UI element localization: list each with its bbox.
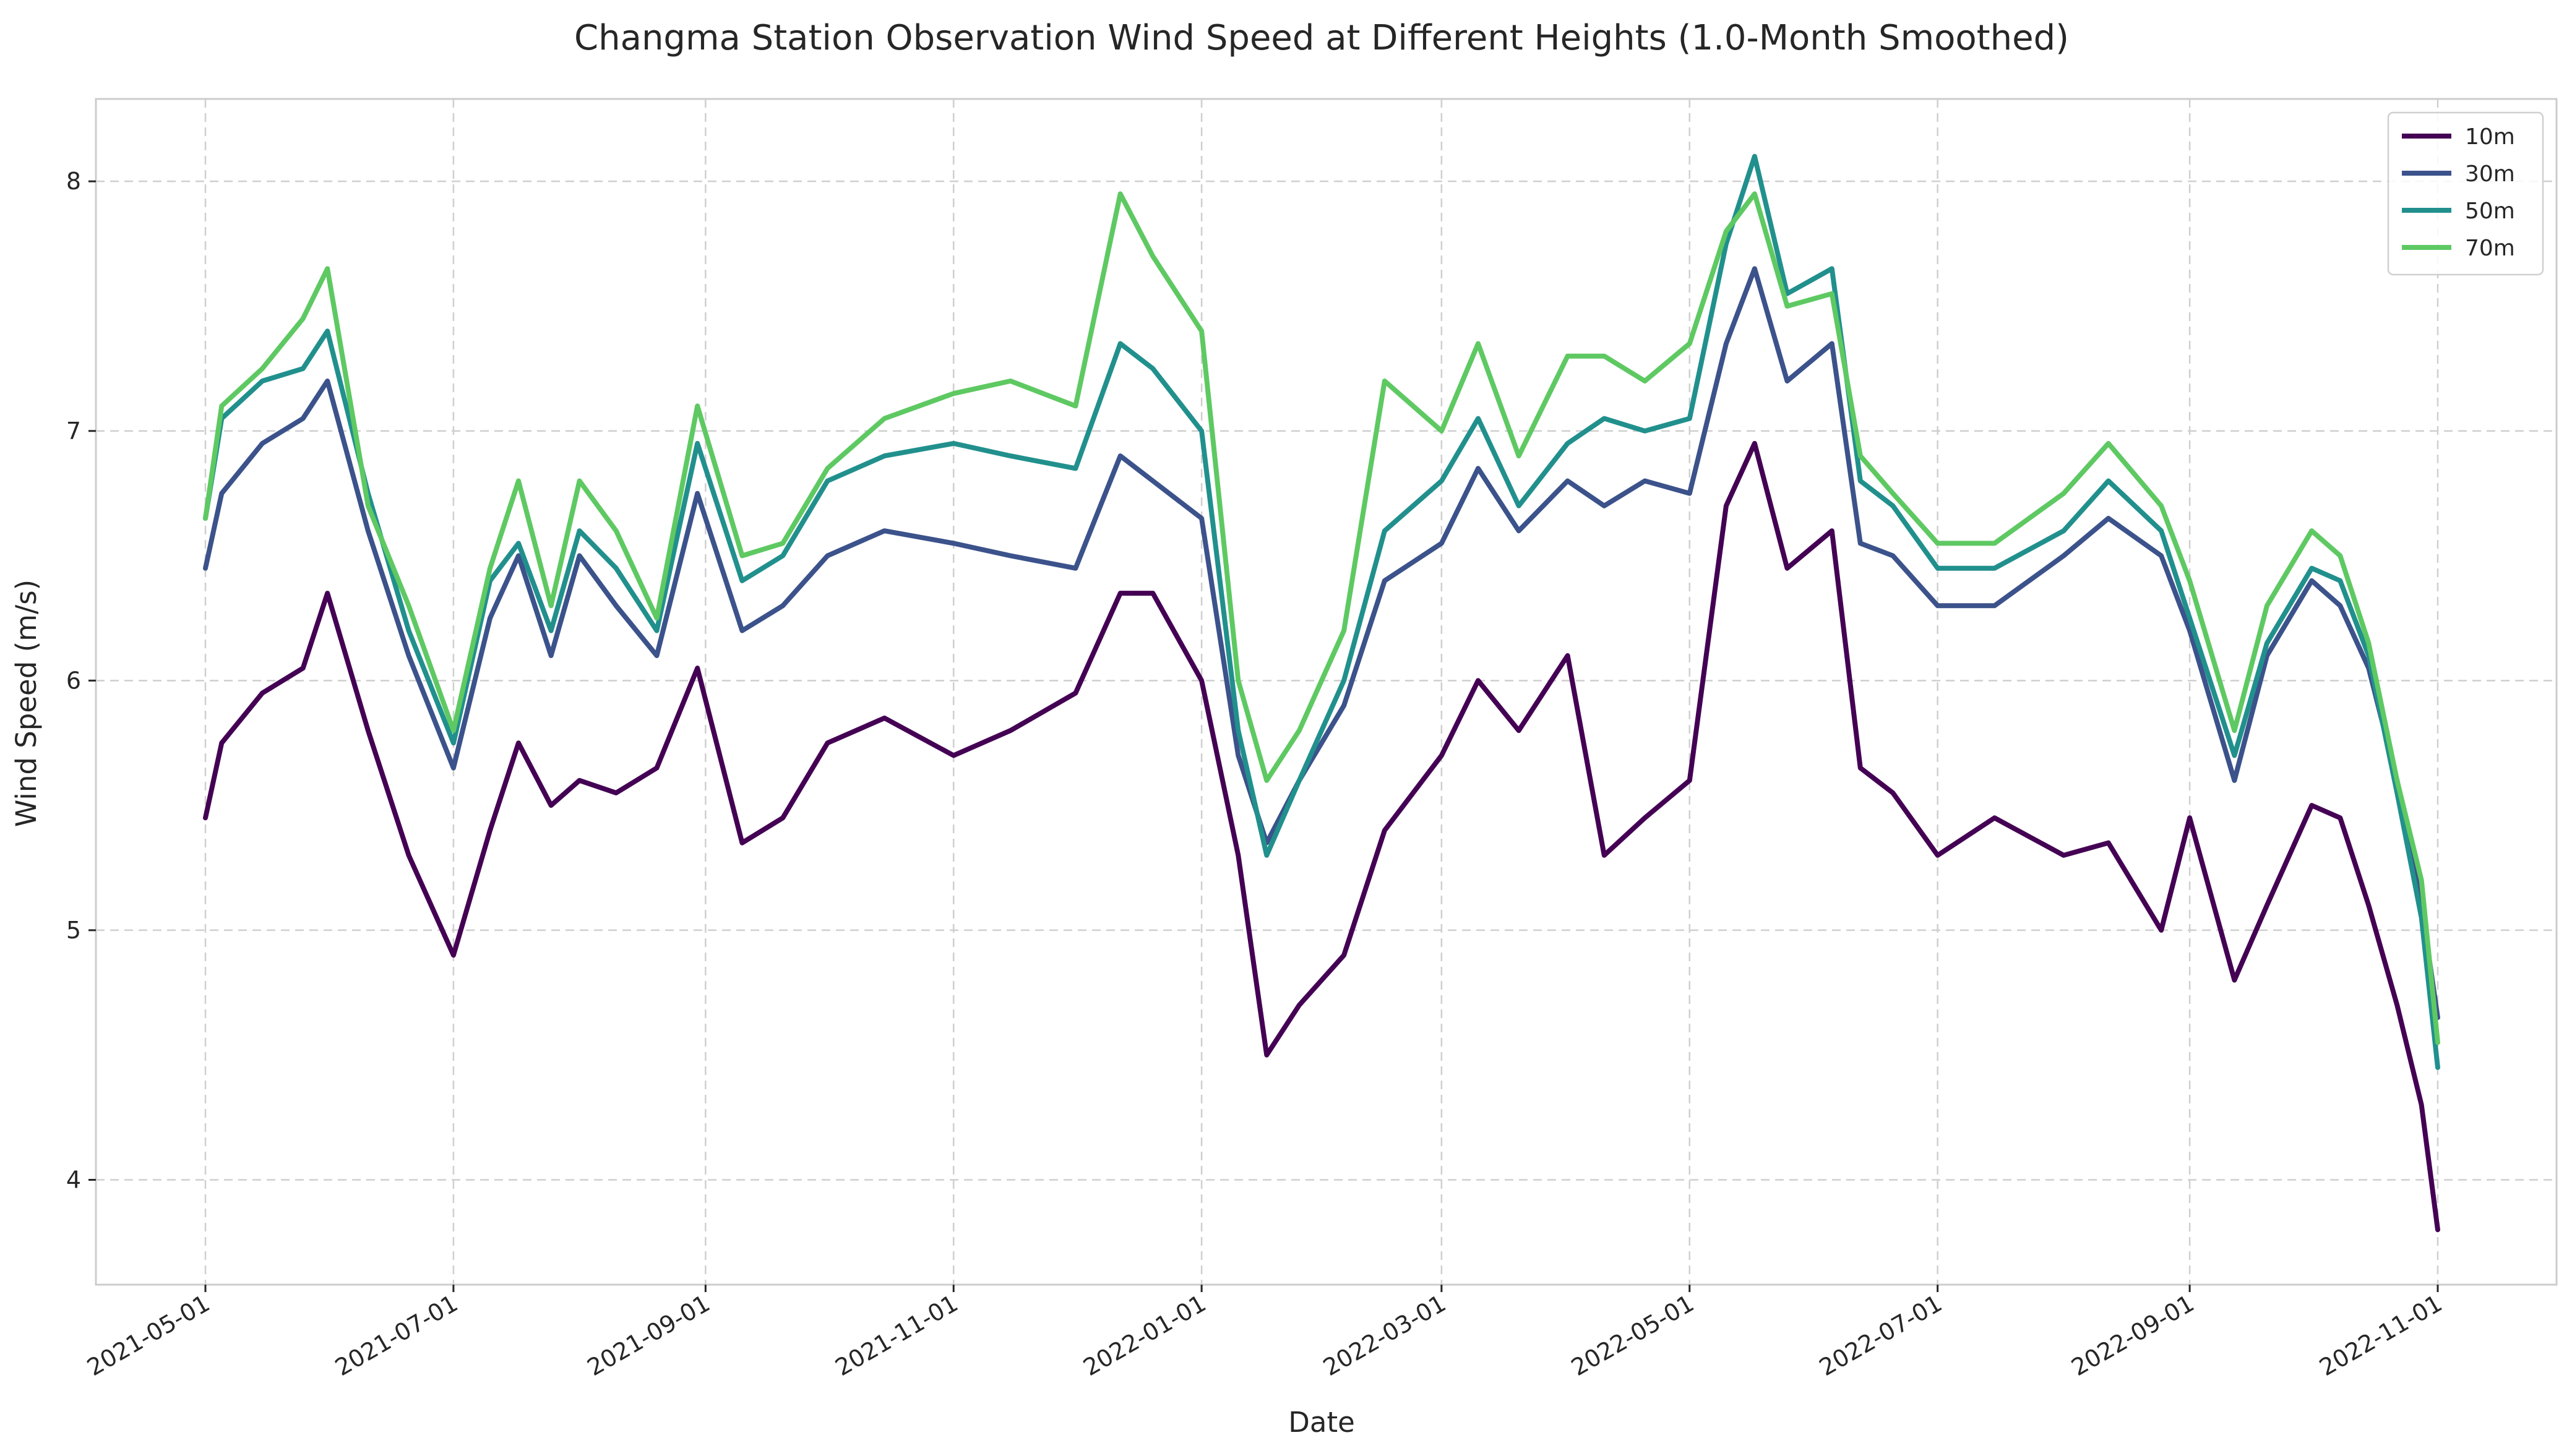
- series-line-10m: [203, 440, 2440, 1233]
- grid: [96, 99, 2557, 1285]
- y-axis-label: Wind Speed (m/s): [10, 580, 43, 827]
- x-axis-label: Date: [1288, 1406, 1355, 1439]
- legend-frame: [2387, 111, 2544, 276]
- plot-area: [95, 98, 2558, 1286]
- legend-label-30m: 30m: [2465, 161, 2515, 187]
- y-tick-label: 7: [66, 418, 81, 445]
- y-tick-label: 6: [66, 667, 81, 694]
- legend-label-10m: 10m: [2465, 124, 2515, 150]
- legend-label-70m: 70m: [2465, 236, 2515, 261]
- series-line-50m: [203, 153, 2440, 1070]
- series-line-70m: [203, 191, 2440, 1045]
- series-line-30m: [203, 266, 2440, 1021]
- y-axis: 4 5 6 7 8: [66, 168, 96, 1193]
- legend: 10m 30m 50m 70m: [2387, 111, 2544, 276]
- y-tick-label: 4: [66, 1166, 81, 1193]
- chart-title: Changma Station Observation Wind Speed a…: [574, 18, 2069, 58]
- y-tick-label: 8: [66, 168, 81, 195]
- legend-label-50m: 50m: [2465, 199, 2515, 224]
- series-group: [203, 153, 2440, 1233]
- y-tick-label: 5: [66, 917, 81, 944]
